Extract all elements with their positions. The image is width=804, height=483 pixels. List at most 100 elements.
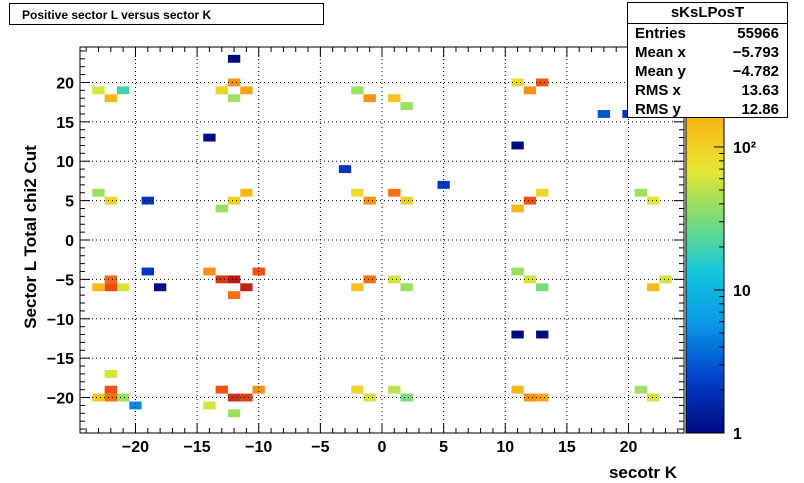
stats-row-entries: Entries 55966	[628, 24, 787, 43]
heatmap-cell	[351, 86, 364, 95]
heatmap-cell	[116, 283, 130, 292]
chart-title: Positive sector L versus sector K	[9, 3, 324, 25]
y-tick-label: 20	[56, 75, 74, 92]
heatmap-cell	[338, 165, 352, 174]
heatmap-cell	[215, 204, 228, 213]
grid-lines	[80, 47, 684, 433]
heatmap-cell	[240, 393, 253, 402]
heatmap-cell	[523, 275, 537, 284]
y-tick-label: −10	[47, 312, 74, 329]
heatmap-cell	[351, 385, 364, 394]
stats-label: RMS x	[635, 82, 681, 99]
y-tick-label: −5	[56, 272, 74, 289]
x-tick-label: 10	[496, 439, 514, 456]
stats-value: −4.782	[732, 63, 779, 80]
x-tick-label: −10	[245, 439, 272, 456]
stats-value: −5.793	[732, 44, 779, 61]
heatmap-cell	[227, 54, 241, 63]
heatmap-cell	[351, 188, 364, 197]
stats-row-mean-x: Mean x −5.793	[628, 43, 787, 62]
heatmap-cell	[92, 188, 105, 197]
stats-row-rms-x: RMS x 13.63	[628, 81, 787, 100]
heatmap-cell	[647, 393, 660, 402]
y-tick-label: 15	[56, 115, 74, 132]
heatmap-cell	[363, 275, 376, 284]
x-axis: −20 −15 −10 −5 0 5 10 15 20	[85, 47, 679, 456]
x-tick-label: −20	[122, 439, 149, 456]
x-tick-label: −5	[311, 439, 329, 456]
heatmap-cell	[511, 330, 524, 339]
heatmap-cell	[523, 393, 537, 402]
x-tick-label: 20	[620, 439, 638, 456]
heatmap-cell	[363, 94, 376, 103]
heatmap-cell	[215, 385, 228, 394]
stats-name: sKsLPosT	[628, 3, 787, 24]
heatmap-cell	[116, 393, 130, 402]
y-tick-label: 10	[56, 154, 74, 171]
heatmap-cell	[597, 110, 611, 118]
heatmap-cell	[129, 401, 142, 410]
heatmap-cell	[351, 283, 364, 292]
heatmap-cell	[227, 78, 241, 87]
heatmap-cell	[523, 86, 537, 95]
heatmap-cell	[536, 393, 549, 402]
x-tick-label: 15	[558, 439, 576, 456]
y-axis-label: Sector L Total chi2 Cut	[21, 145, 40, 329]
z-tick-label: 10	[733, 283, 751, 300]
heatmap-cell	[536, 330, 549, 339]
heatmap-cell	[92, 86, 105, 95]
heatmap-cell	[227, 393, 241, 402]
heatmap-cell	[634, 385, 648, 394]
heatmap-cell	[203, 267, 216, 276]
heatmap-cell	[523, 196, 537, 205]
heatmap-cell	[400, 102, 413, 111]
heatmap-cell	[203, 401, 216, 410]
heatmap-cell	[647, 196, 660, 205]
heatmap-cell	[92, 393, 105, 402]
chart-title-text: Positive sector L versus sector K	[22, 8, 212, 22]
heatmap-cell	[104, 283, 117, 292]
heatmap-cell	[388, 385, 401, 394]
heatmap-cell	[437, 180, 450, 189]
heatmap-cell	[141, 196, 154, 205]
heatmap-cell	[227, 196, 241, 205]
heatmap-cell	[647, 283, 660, 292]
heatmap-cell	[252, 385, 265, 394]
stats-box: sKsLPosT Entries 55966 Mean x −5.793 Mea…	[627, 2, 788, 118]
stats-label: Mean x	[635, 44, 686, 61]
y-tick-label: 5	[65, 194, 74, 211]
stats-label: Entries	[635, 25, 686, 42]
heatmap-cell	[511, 267, 524, 276]
heatmap-cell	[536, 78, 549, 87]
heatmap-cell	[536, 188, 549, 197]
heatmap-cell	[388, 188, 401, 197]
heatmap-cell	[215, 86, 228, 95]
heatmap-cell	[227, 409, 241, 418]
heatmap-cell	[634, 188, 648, 197]
heatmap-cell	[141, 267, 154, 276]
heatmap-cell	[388, 275, 401, 284]
heatmap-cell	[227, 275, 241, 284]
heatmap-cell	[363, 393, 376, 402]
heatmap-cell	[104, 369, 117, 378]
heatmap-cell	[240, 86, 253, 95]
x-tick-label: −15	[184, 439, 211, 456]
heatmap-cells	[92, 54, 672, 418]
heatmap-cell	[104, 94, 117, 103]
heatmap-cell	[203, 133, 216, 142]
color-scale-axis: 1 10 10²	[714, 46, 756, 443]
heatmap-cell	[116, 86, 130, 95]
heatmap-cell	[511, 141, 524, 150]
heatmap-cell	[104, 275, 117, 284]
heatmap-cell	[400, 196, 413, 205]
heatmap-cell	[104, 393, 117, 402]
heatmap-cell	[92, 283, 105, 292]
y-tick-label: −15	[47, 351, 74, 368]
heatmap-cell	[363, 196, 376, 205]
heatmap-cell	[104, 385, 117, 394]
heatmap-cell	[659, 275, 672, 284]
heatmap-cell	[215, 275, 228, 284]
x-tick-label: 0	[378, 439, 387, 456]
stats-value: 55966	[737, 25, 779, 42]
